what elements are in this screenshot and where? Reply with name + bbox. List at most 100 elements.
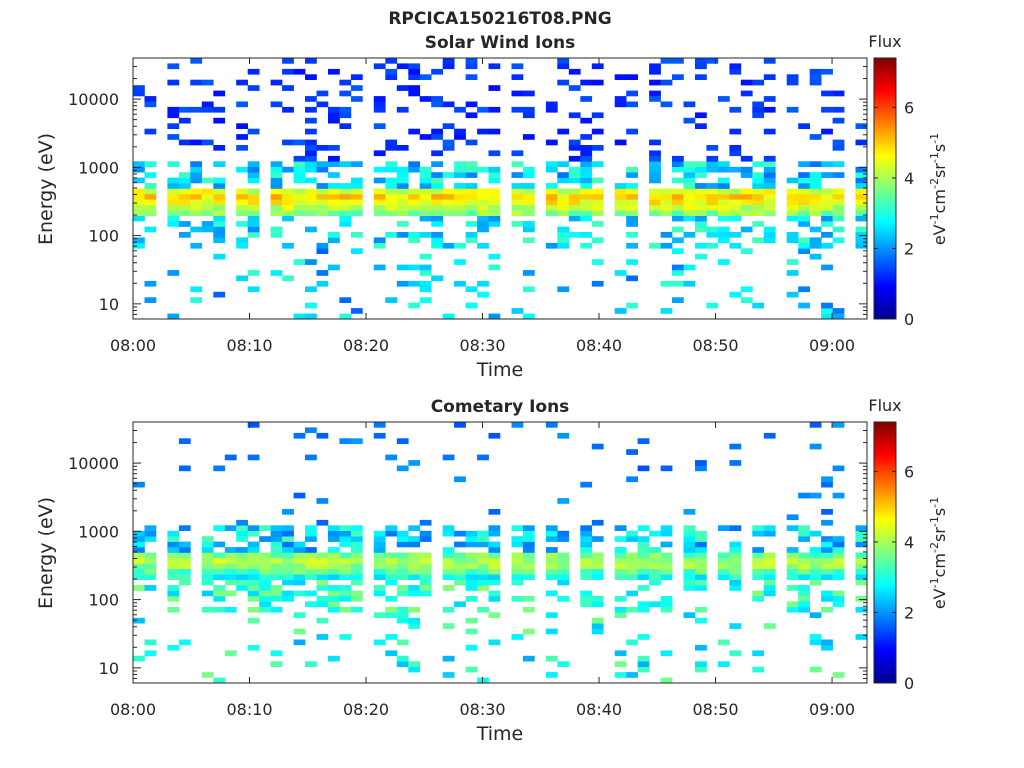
heatmap-cell [373, 177, 386, 184]
heatmap-cell [305, 525, 317, 531]
heatmap-cell [373, 432, 386, 439]
heatmap-cell [419, 585, 432, 591]
heatmap-cell [442, 606, 455, 613]
heatmap-cell [133, 215, 145, 222]
heatmap-cell [649, 166, 661, 173]
heatmap-cell [488, 253, 501, 260]
heatmap-cell [144, 161, 157, 167]
heatmap-cell [488, 525, 501, 531]
heatmap-cell [373, 210, 386, 216]
heatmap-cell [350, 536, 363, 542]
heatmap-cell [270, 563, 283, 570]
heatmap-cell [396, 177, 409, 184]
heatmap-cell [580, 596, 593, 602]
heatmap-cell [328, 552, 340, 559]
heatmap-cell [213, 210, 226, 216]
heatmap-cell [305, 259, 317, 265]
heatmap-cell [167, 574, 180, 580]
heatmap-cell [167, 188, 180, 195]
heatmap-cell [763, 552, 776, 559]
heatmap-cell [454, 106, 466, 113]
heatmap-cell [465, 617, 478, 624]
heatmap-cell [637, 552, 650, 559]
heatmap-cell [522, 90, 535, 97]
heatmap-cell [660, 58, 673, 64]
heatmap-cell [522, 199, 535, 206]
heatmap-cell [201, 210, 214, 216]
heatmap-cell [557, 128, 570, 135]
heatmap-cell [419, 574, 432, 580]
heatmap-cell [626, 574, 638, 580]
heatmap-cell [488, 639, 501, 646]
heatmap-cell [821, 568, 833, 575]
heatmap-cell [557, 432, 570, 439]
heatmap-cell [522, 106, 535, 113]
heatmap-cell [477, 242, 489, 249]
heatmap-cell [178, 199, 191, 206]
heatmap-cell [270, 232, 283, 238]
heatmap-cell [419, 568, 432, 575]
heatmap-cell [178, 193, 191, 200]
heatmap-cell [213, 177, 226, 184]
heatmap-cell [809, 492, 822, 499]
heatmap-cell [649, 579, 661, 586]
heatmap-cell [626, 476, 638, 483]
heatmap-cell [305, 199, 317, 206]
heatmap-cell [259, 563, 271, 570]
heatmap-cell [385, 188, 398, 195]
heatmap-cell [763, 183, 776, 189]
y-tick-label: 10000 [68, 90, 119, 109]
heatmap-cell [695, 557, 707, 564]
heatmap-cell [247, 596, 260, 602]
heatmap-cell [144, 525, 157, 531]
heatmap-cell [247, 68, 260, 75]
heatmap-cell [167, 270, 180, 276]
heatmap-cell [178, 172, 191, 178]
heatmap-cell [580, 530, 593, 537]
heatmap-cell [396, 530, 409, 537]
heatmap-cell [488, 210, 501, 216]
heatmap-cell [236, 210, 248, 216]
heatmap-cell [580, 552, 593, 559]
heatmap-cell [350, 177, 363, 184]
heatmap-cell [178, 568, 191, 575]
heatmap-cell [545, 672, 558, 678]
heatmap-cell [752, 188, 765, 195]
heatmap-cell [706, 145, 719, 151]
heatmap-cell [786, 199, 799, 206]
heatmap-cell [511, 536, 524, 542]
heatmap-cell [729, 541, 742, 548]
heatmap-cell [385, 161, 398, 167]
heatmap-cell [328, 525, 340, 531]
heatmap-cell [809, 443, 822, 450]
heatmap-cell [649, 601, 661, 608]
heatmap-cell [328, 237, 340, 244]
heatmap-cell [373, 199, 386, 206]
heatmap-cell [557, 232, 570, 238]
heatmap-cell [385, 525, 398, 531]
heatmap-cell [683, 183, 696, 189]
heatmap-cell [545, 590, 558, 597]
heatmap-cell [282, 525, 294, 531]
heatmap-cell [511, 574, 524, 580]
heatmap-cell [270, 183, 283, 189]
heatmap-cell [637, 438, 650, 444]
heatmap-cell [855, 237, 868, 244]
heatmap-cell [247, 199, 260, 206]
heatmap-cell [213, 193, 226, 200]
heatmap-cell [259, 590, 271, 597]
heatmap-cell [454, 541, 466, 548]
heatmap-cell [431, 96, 443, 102]
heatmap-cell [683, 563, 696, 570]
heatmap-cell [133, 90, 145, 97]
heatmap-cell [683, 172, 696, 178]
heatmap-cell [316, 199, 329, 206]
heatmap-cell [752, 210, 765, 216]
heatmap-cell [167, 585, 180, 591]
heatmap-cell [763, 237, 776, 244]
heatmap-cell [763, 166, 776, 173]
heatmap-cell [454, 422, 466, 428]
heatmap-cell [408, 590, 421, 597]
heatmap-cell [763, 199, 776, 206]
